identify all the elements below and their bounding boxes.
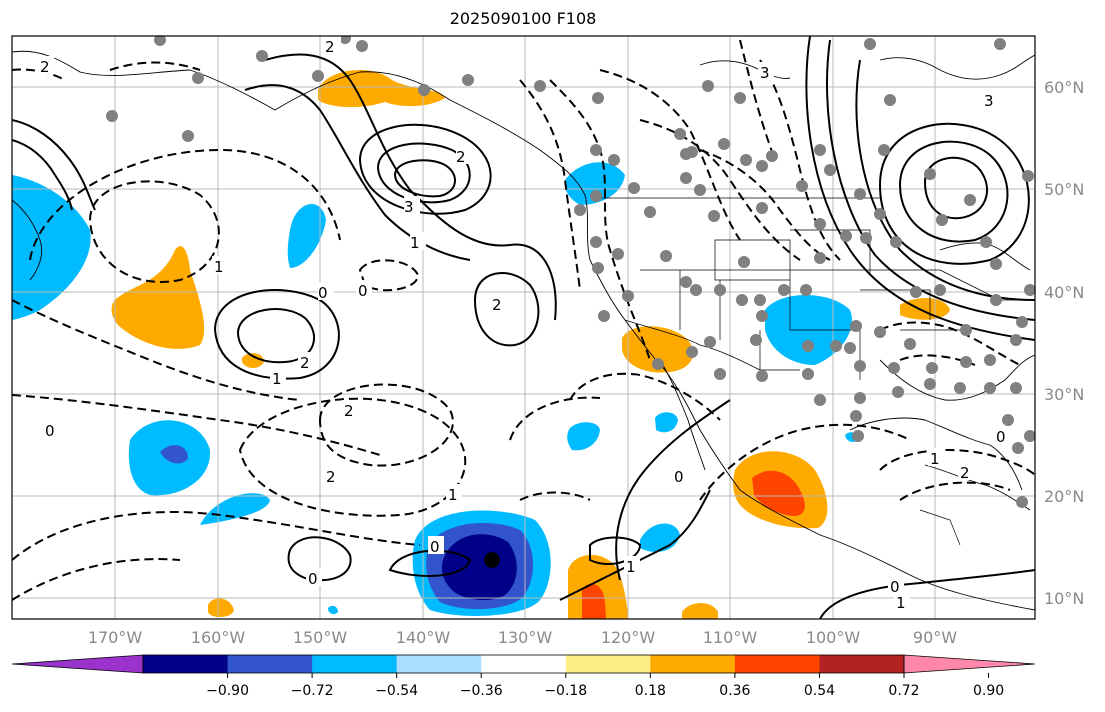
colorbar-tick-label: 0.36 [719, 683, 750, 699]
contour-label: 1 [896, 594, 906, 612]
colorbar-swatch [143, 655, 229, 673]
colorbar-tick-label: −0.18 [544, 683, 587, 699]
lon-label: 90°W [913, 628, 957, 647]
colorbar-frame [142, 654, 905, 674]
contour-label: 1 [930, 450, 940, 468]
contour-label: 1 [214, 258, 224, 276]
contour-label: 2 [40, 58, 50, 76]
lat-label: 40°N [1044, 283, 1084, 302]
anomaly-area-negative [328, 605, 338, 615]
contour-label: 2 [456, 148, 466, 166]
anomaly-area-positive [622, 326, 694, 373]
anomaly-area-positive [242, 353, 264, 368]
colorbar-swatch [650, 655, 736, 673]
lon-label: 170°W [88, 628, 143, 647]
contour-label: 2 [344, 402, 354, 420]
colorbar-swatch [734, 655, 820, 673]
contour-label: 2 [960, 464, 970, 482]
lat-label: 10°N [1044, 589, 1084, 608]
contour-label: 1 [626, 558, 636, 576]
lon-label: 110°W [703, 628, 758, 647]
shaded-anomalies [12, 69, 950, 619]
colorbar-swatch [312, 655, 398, 673]
contour-label: 3 [984, 92, 994, 110]
observation-stations [106, 36, 1035, 508]
colorbar-tick-label: 0.54 [804, 683, 835, 699]
contour-label: 2 [325, 38, 335, 56]
lon-label: 150°W [293, 628, 348, 647]
contour-label: 0 [45, 422, 55, 440]
contour-label: 2 [326, 468, 336, 486]
solid-contours [12, 36, 1035, 619]
contour-labels: 2 0 3 2 1 2 0 2 1 0 2 1 0 0 1 0 2 0 2 1 … [38, 36, 1010, 612]
contour-label: 0 [318, 284, 328, 302]
colorbar-tick-label: 0.90 [973, 683, 1004, 699]
anomaly-area-positive [752, 470, 805, 516]
latitude-labels: 60°N 50°N 40°N 30°N 20°N 10°N [1044, 78, 1084, 608]
lat-label: 30°N [1044, 385, 1084, 404]
colorbar-swatch [819, 655, 905, 673]
anomaly-area-positive [682, 603, 718, 619]
colorbar-tick-label: 0.72 [888, 683, 919, 699]
anomaly-area-negative [567, 422, 600, 451]
colorbar-swatch [396, 655, 482, 673]
anomaly-area-positive [900, 298, 950, 320]
anomaly-area-negative [655, 412, 678, 433]
map-frame [11, 35, 1036, 620]
contour-label: 1 [272, 370, 282, 388]
anomaly-area-negative [160, 445, 188, 464]
anomaly-area-positive [208, 598, 234, 618]
lat-label: 50°N [1044, 180, 1084, 199]
lon-label: 120°W [601, 628, 656, 647]
lon-label: 100°W [806, 628, 861, 647]
colorbar-swatch [481, 655, 567, 673]
anomaly-area-positive [582, 583, 606, 619]
colorbar-tick-label: 0.18 [635, 683, 666, 699]
contour-label: 0 [674, 468, 684, 486]
anomaly-area-positive [111, 246, 205, 349]
lat-label: 60°N [1044, 78, 1084, 97]
longitude-labels: 170°W 160°W 150°W 140°W 130°W 120°W 110°… [88, 628, 957, 647]
contour-label: 0 [308, 570, 318, 588]
anomaly-area-negative [441, 534, 517, 601]
colorbar: −0.90 −0.72 −0.54 −0.36 −0.18 0.18 0.36 0.54 0.7… [11, 654, 1036, 699]
contour-label: 2 [492, 296, 502, 314]
colorbar-tick-label: −0.54 [375, 683, 418, 699]
colorbar-extend-high [903, 654, 1036, 674]
colorbar-tick-label: −0.72 [291, 683, 334, 699]
colorbar-extend-low [11, 654, 144, 674]
lon-label: 130°W [498, 628, 553, 647]
anomaly-area-negative [12, 175, 91, 320]
anomaly-area-negative [287, 203, 326, 268]
contour-label: 1 [448, 486, 458, 504]
colorbar-swatch [227, 655, 313, 673]
lon-label: 160°W [191, 628, 246, 647]
coastlines [12, 50, 1035, 611]
contour-label: 1 [410, 234, 420, 252]
colorbar-tick-label: −0.36 [460, 683, 503, 699]
colorbar-swatch [565, 655, 651, 673]
colorbar-tick-label: −0.90 [206, 683, 249, 699]
dashed-contours [12, 39, 1035, 601]
contour-label: 0 [430, 538, 440, 556]
storm-center-marker [484, 552, 500, 568]
lon-label: 140°W [396, 628, 451, 647]
map-title: 2025090100 F108 [449, 9, 597, 28]
contour-label: 0 [358, 282, 368, 300]
contour-label: 0 [890, 578, 900, 596]
contour-label: 2 [300, 354, 310, 372]
lat-label: 20°N [1044, 487, 1084, 506]
contour-label: 3 [760, 64, 770, 82]
contour-label: 3 [404, 198, 414, 216]
graticule [12, 36, 1035, 619]
contour-label: 0 [996, 428, 1006, 446]
anomaly-area-negative [564, 162, 625, 205]
